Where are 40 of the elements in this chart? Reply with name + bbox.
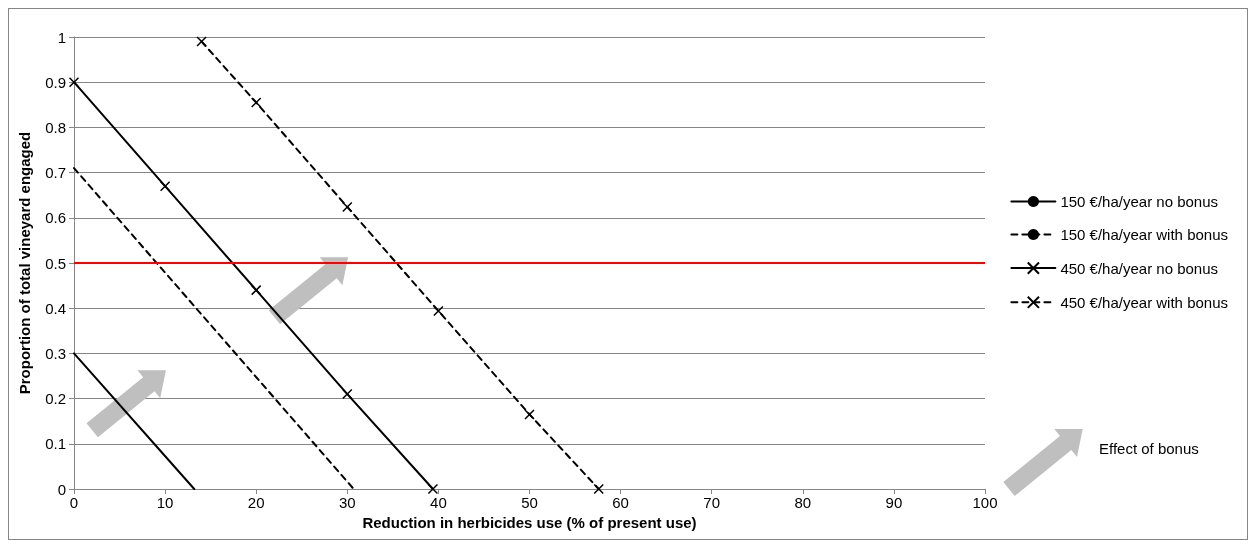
x-tick-label: 0	[69, 494, 79, 511]
x-tick-label: 20	[247, 494, 265, 511]
text: Effect of bonus	[1099, 440, 1199, 457]
x-tick-label: 60	[612, 494, 629, 511]
x-tick-label: 30	[338, 494, 356, 511]
point	[427, 483, 439, 495]
point	[250, 97, 262, 108]
y-tick-label: 0.8	[45, 118, 66, 136]
legend-label: 450 €/ha/year with bonus	[1060, 293, 1229, 311]
y-tick-label: 0.7	[45, 164, 66, 182]
point	[342, 388, 353, 400]
y-tick-label: 0.2	[45, 390, 66, 408]
y-tick-label: 0.5	[45, 254, 66, 272]
point	[68, 76, 80, 88]
y-tick-label: 0	[57, 480, 66, 498]
y-tick-label: 0.4	[45, 299, 66, 317]
x-tick-label: 80	[794, 494, 812, 511]
y-tick-label: 0.6	[45, 209, 66, 227]
x-tick-label: 70	[703, 494, 721, 511]
y-tick-label: 0.3	[45, 344, 66, 362]
y-axis-title: Proportion of total vineyard engaged	[16, 131, 33, 395]
legend-label: 450 €/ha/year no bonus	[1060, 259, 1219, 277]
y-tick-label: 0.1	[45, 435, 66, 453]
x-tick-label: 100	[972, 494, 998, 511]
x-tick-label: 50	[521, 494, 538, 511]
point	[159, 180, 171, 192]
point	[250, 284, 262, 296]
x-tick-label: 40	[430, 494, 447, 511]
point	[196, 36, 207, 47]
point	[433, 305, 444, 317]
point	[524, 409, 535, 420]
y-tick-label: 0.9	[45, 73, 66, 91]
x-tick-label: 90	[885, 494, 903, 511]
x-axis-title: Reduction in herbicides use (% of present use)	[362, 513, 697, 531]
legend-label: 150 €/ha/year no bonus	[1060, 193, 1219, 210]
x-tick-label: 10	[156, 494, 174, 511]
point	[342, 201, 353, 213]
y-tick-label: 1	[57, 28, 66, 46]
point	[593, 483, 604, 495]
legend-label: 150 €/ha/year with bonus	[1060, 226, 1229, 243]
